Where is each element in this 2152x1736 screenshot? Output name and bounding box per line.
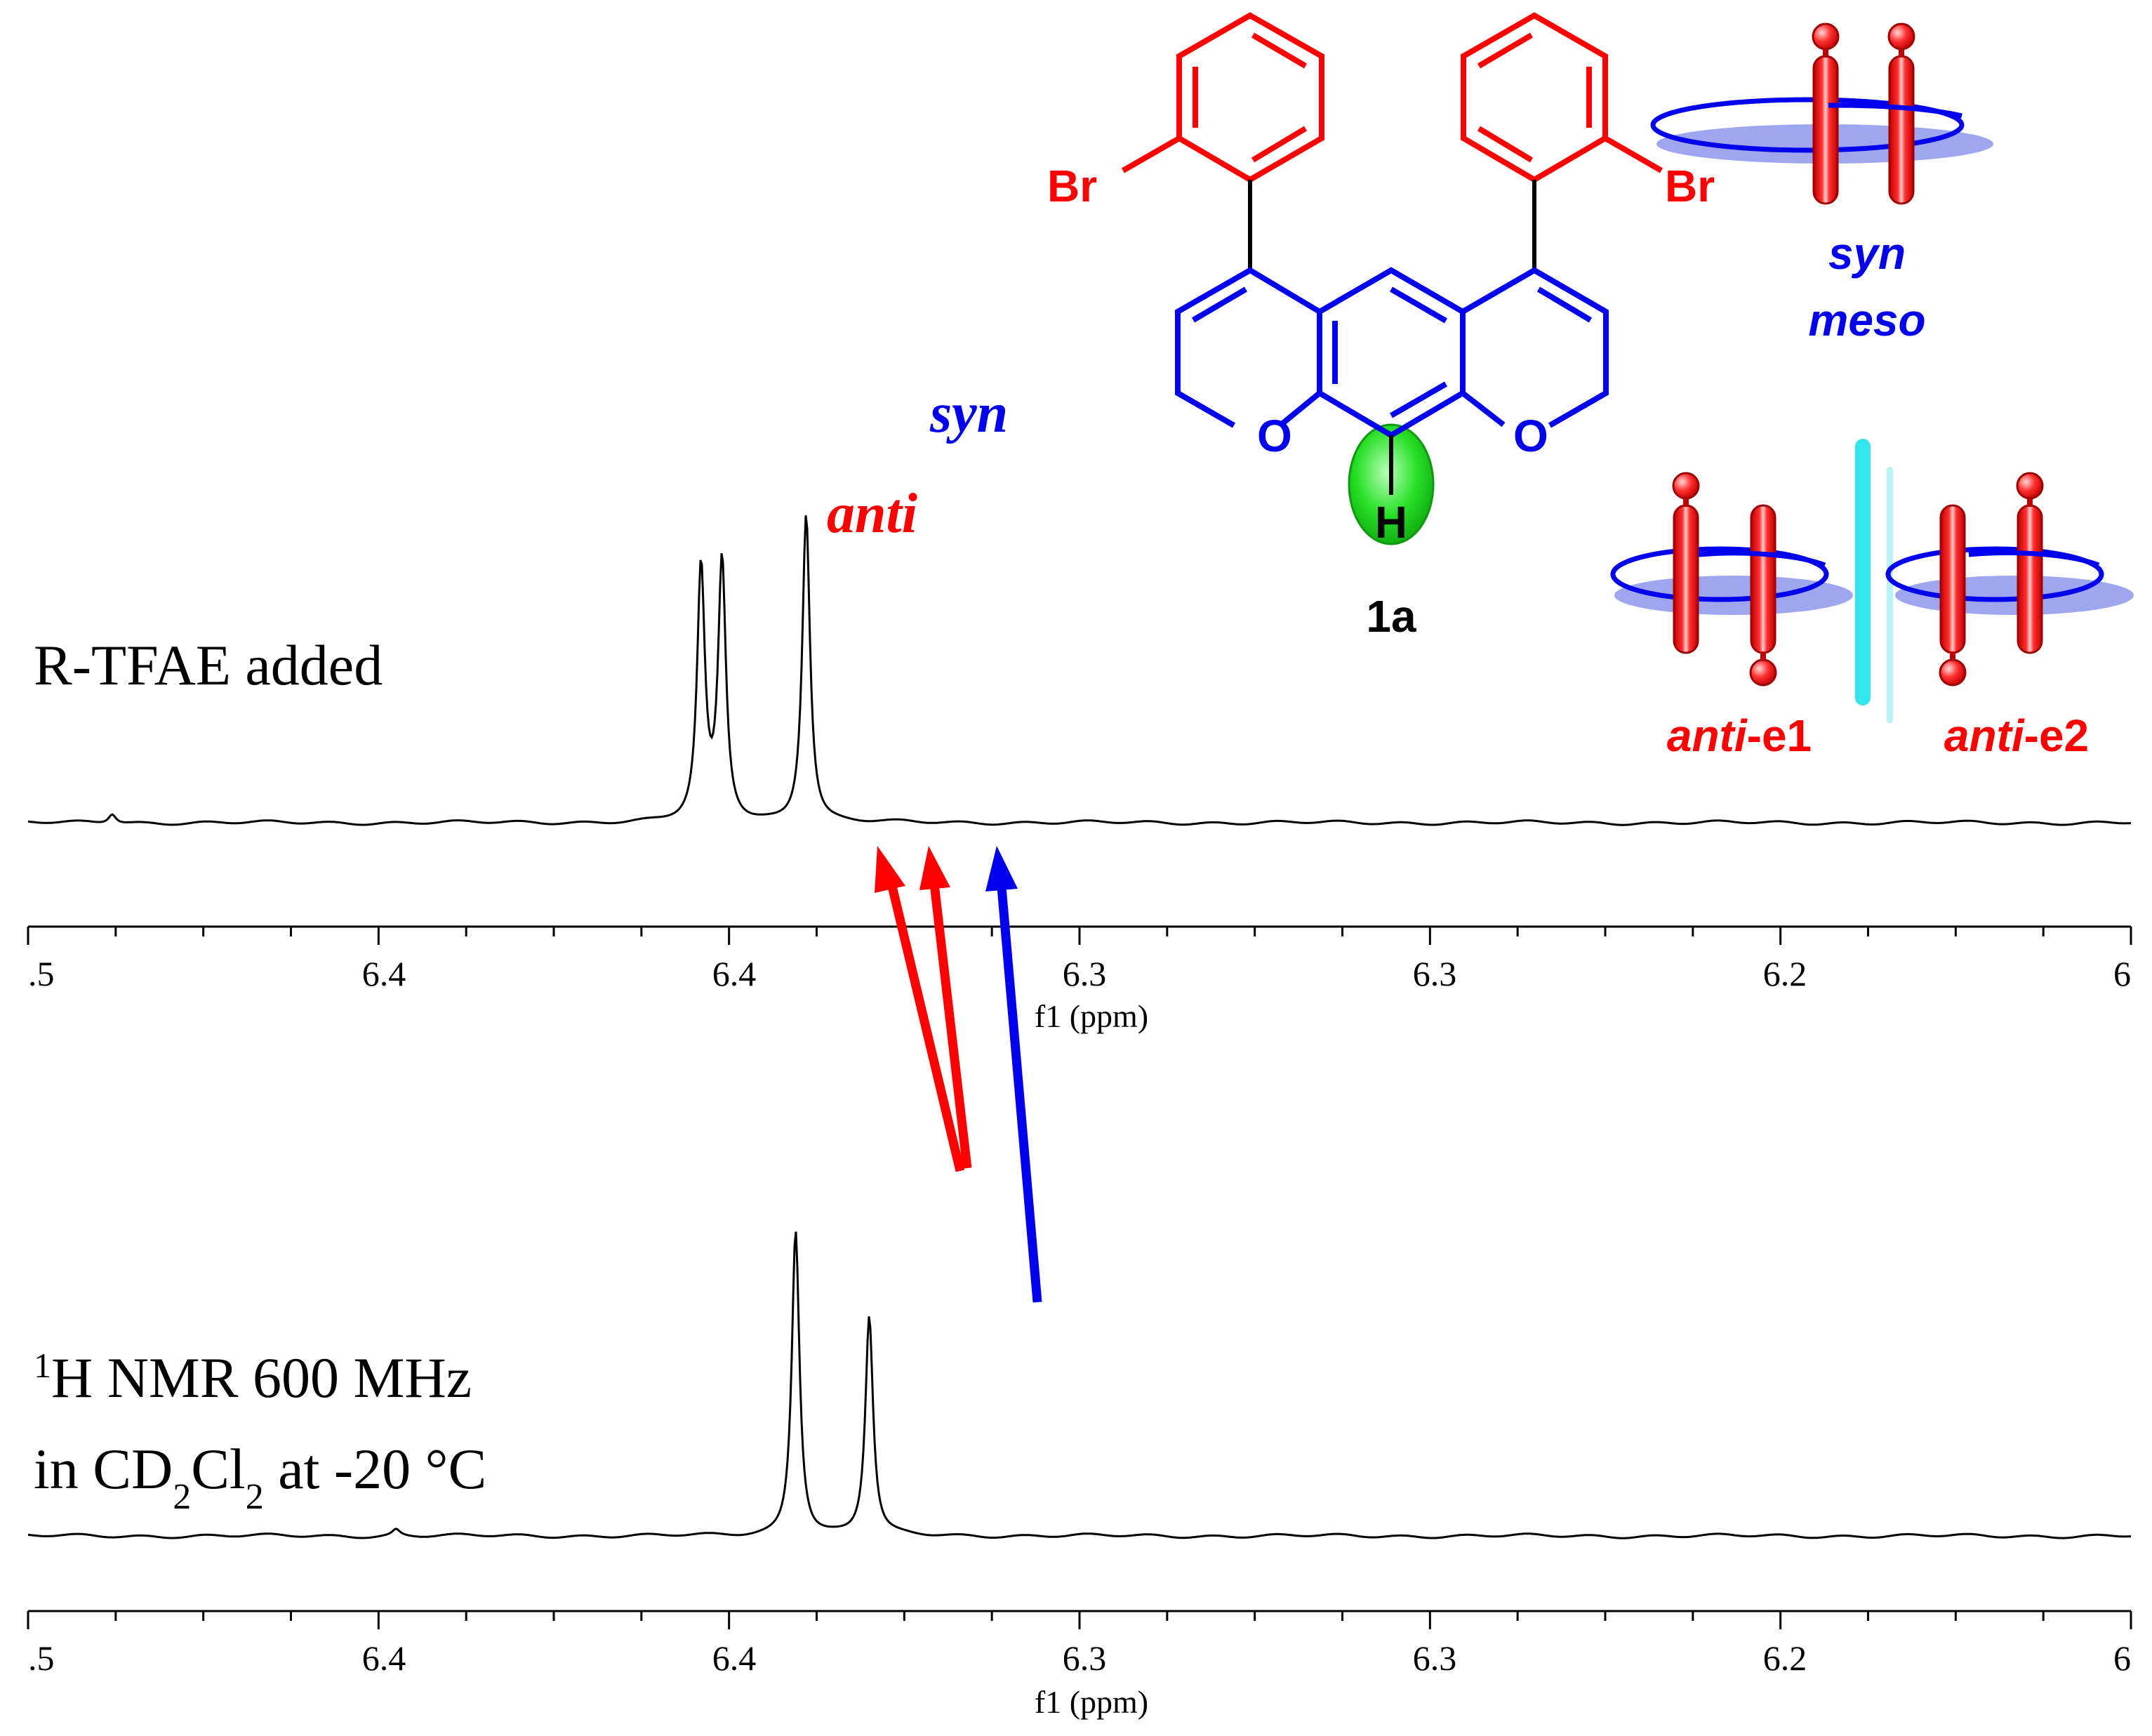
- bottom-spectrum-trace: [27, 1231, 2132, 1539]
- syn-peak-label: syn: [929, 383, 1008, 444]
- anti-arrow-2: [929, 877, 972, 1169]
- top-panel-label: R-TFAE added: [34, 633, 383, 697]
- left-bromophenyl-ring: [1122, 12, 1324, 183]
- syn-legend-label: syn: [1828, 228, 1906, 279]
- bottom-x-axis-ticks: [27, 1611, 2132, 1629]
- anti-e2-glyph: [1885, 472, 2134, 687]
- oxygen-right: O: [1513, 411, 1548, 461]
- bottom-panel-label-line1: 1H NMR 600 MHz: [34, 1346, 472, 1410]
- hydrogen-label: H: [1375, 497, 1407, 548]
- meso-legend-label: meso: [1808, 295, 1925, 345]
- anti-e2-label: anti-e2: [1944, 710, 2089, 761]
- bottom-x-axis-title: f1 (ppm): [1035, 1684, 1148, 1720]
- compound-label: 1a: [1366, 591, 1416, 642]
- top-spectrum-trace: [27, 515, 2132, 826]
- anti-peak-label: anti: [827, 483, 917, 545]
- top-tick-label: 6: [2113, 954, 2131, 993]
- top-x-axis-title: f1 (ppm): [1035, 998, 1148, 1034]
- mirror-plane: [1855, 439, 1871, 705]
- bromine-right: Br: [1665, 161, 1715, 211]
- mirror-plane-reflection: [1887, 467, 1893, 723]
- bottom-tick-label: 6: [2113, 1638, 2131, 1678]
- top-tick-label: 6.2: [1763, 954, 1807, 993]
- bottom-panel-label-line2: in CD2Cl2 at -20 °C: [34, 1437, 486, 1517]
- bottom-x-tick-labels: .5 6.4 6.4 6.3 6.3 6.2 6: [28, 1638, 2131, 1678]
- anti-e1-glyph: [1610, 472, 1853, 687]
- peak-correlation-arrows: [875, 846, 1042, 1303]
- syn-arrow-head: [985, 846, 1018, 892]
- bottom-tick-label: 6.2: [1763, 1638, 1807, 1678]
- molecule-1a: Br Br O O: [1047, 12, 1715, 642]
- anti-arrow-2-head: [919, 846, 950, 890]
- top-tick-label: .5: [28, 954, 55, 993]
- top-x-axis-ticks: [27, 927, 2132, 945]
- anti-e1-label: anti-e1: [1667, 710, 1812, 761]
- dipyran-core: [1175, 267, 1609, 439]
- isomer-legend: syn meso anti-e1: [1610, 22, 2134, 761]
- bottom-panel-label-main: H NMR 600 MHz: [51, 1346, 472, 1410]
- top-spectrum-panel: R-TFAE added .5 6.4 6.4 6.3 6.3 6.2 6 f1…: [27, 383, 2132, 1034]
- oxygen-left: O: [1257, 411, 1292, 461]
- bromine-left: Br: [1047, 161, 1097, 211]
- bottom-panel-label-sup: 1: [34, 1346, 51, 1385]
- top-x-tick-labels: .5 6.4 6.4 6.3 6.3 6.2 6: [28, 954, 2131, 993]
- anti-arrow-1: [885, 876, 965, 1172]
- bottom-tick-label: 6.3: [1063, 1638, 1107, 1678]
- syn-arrow: [996, 878, 1042, 1303]
- top-tick-label: 6.4: [712, 954, 757, 993]
- top-tick-label: 6.3: [1063, 954, 1107, 993]
- syn-meso-glyph: [1650, 22, 1993, 205]
- bottom-tick-label: 6.4: [712, 1638, 757, 1678]
- top-tick-label: 6.3: [1413, 954, 1457, 993]
- anti-arrow-1-head: [875, 846, 905, 893]
- bottom-tick-label: 6.4: [362, 1638, 406, 1678]
- bottom-spectrum-panel: 1H NMR 600 MHz in CD2Cl2 at -20 °C .5 6.…: [27, 1231, 2132, 1720]
- bottom-tick-label: .5: [28, 1638, 55, 1678]
- top-tick-label: 6.4: [362, 954, 406, 993]
- right-bromophenyl-ring: [1461, 12, 1663, 183]
- bottom-tick-label: 6.3: [1413, 1638, 1457, 1678]
